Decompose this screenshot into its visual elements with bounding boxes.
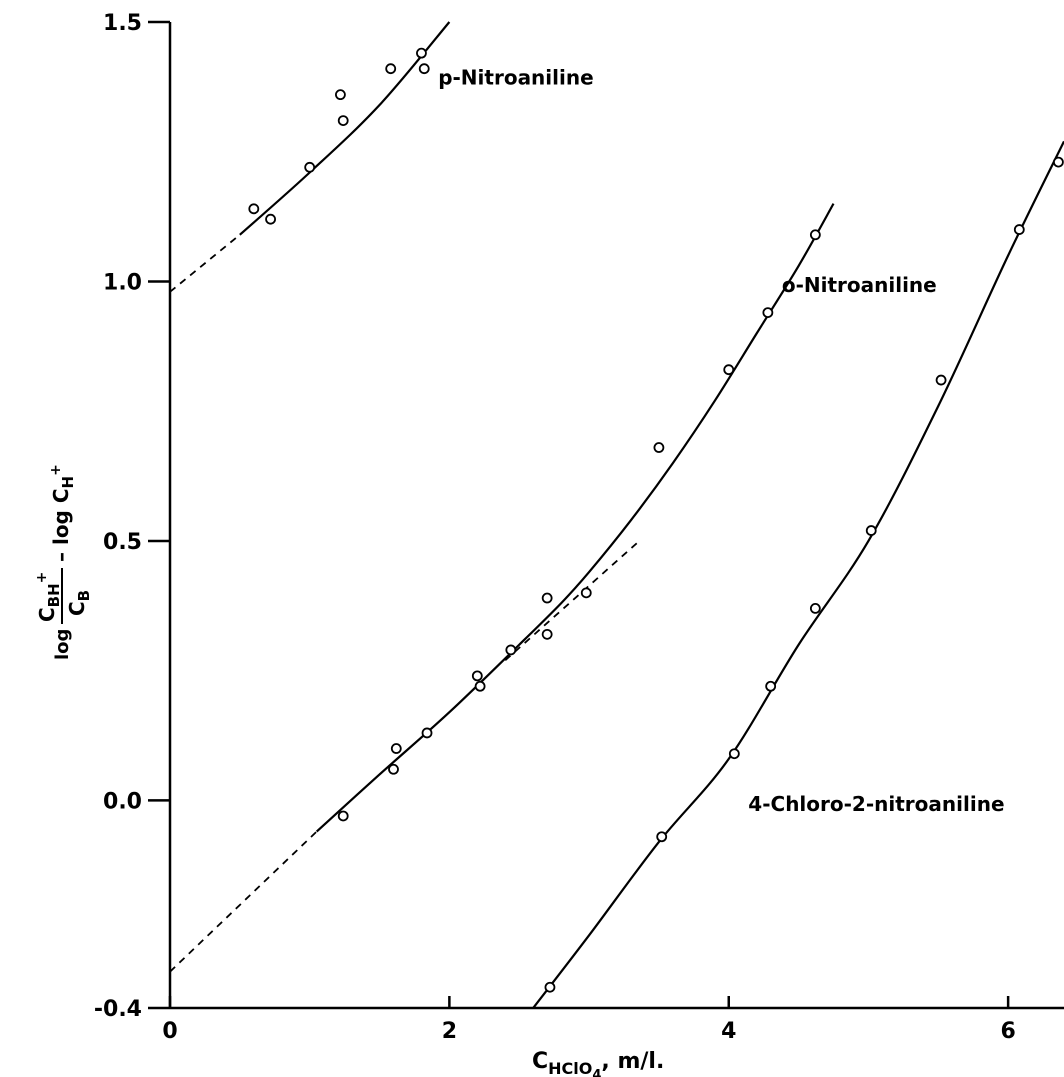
data-point [541,628,553,640]
data-point [544,981,556,993]
fit-curve-1 [315,203,835,833]
data-point [385,63,397,75]
tick-labels: 0 2 4 6 -0.4 0.0 0.5 1.0 1.5 [94,11,1016,1044]
y-axis-label: log CBH+ CB – log CH+ [34,464,93,660]
y-tick-label: 1.0 [103,270,142,295]
data-point [653,442,665,453]
y-tick-label: 0.0 [103,789,142,814]
data-point [809,229,821,241]
points [248,47,1064,993]
series-label: 4-Chloro-2-nitroaniline [748,792,1004,816]
series-labels: p-Nitroaniline o-Nitroaniline 4-Chloro-2-n… [438,65,1004,816]
x-axis-label: CHClO4, m/l. [532,1049,664,1077]
data-point [335,89,346,101]
x-label-main: C [532,1049,548,1074]
series-label: p-Nitroaniline [438,65,593,89]
data-point [809,603,821,614]
x-label-subscript: HClO [548,1059,592,1077]
data-point [765,680,777,692]
data-point [505,644,517,656]
ticks [148,20,1010,1010]
x-tick-label: 6 [1000,1019,1015,1044]
extrapolation-line-0 [169,234,241,293]
y-tick-label: -0.4 [94,997,142,1022]
x-label-suffix: , m/l. [601,1049,664,1074]
y-label-lead: log [52,629,73,660]
y-tick-label: 0.5 [103,530,142,555]
data-point [388,763,399,775]
fit-curve-2 [532,140,1064,1009]
data-point [541,592,553,604]
slope-extension-line-1 [504,540,640,661]
y-label-tail: – log CH+ [48,464,77,562]
data-point [471,670,483,682]
axes [168,22,1064,1010]
curves [169,21,1064,1009]
data-point [304,161,316,173]
y-label-numerator: CBH+ [34,572,63,622]
data-point [416,47,427,59]
data-point [1053,156,1064,168]
x-tick-label: 0 [162,1019,177,1044]
data-point [580,587,592,599]
data-point [1013,224,1025,235]
extrapolation-line-1 [169,830,318,973]
data-point [421,727,433,739]
data-point [265,213,276,225]
data-point [656,831,668,843]
data-point [762,307,774,319]
data-point [248,203,260,215]
data-point [728,748,740,760]
data-point [723,364,735,376]
data-point [865,525,877,536]
data-point [935,374,947,386]
data-point [337,810,349,822]
x-tick-label: 4 [721,1019,736,1044]
data-point [390,743,402,754]
data-point [474,680,486,692]
data-point [337,115,349,126]
series-label: o-Nitroaniline [782,273,937,297]
data-point [418,63,430,75]
x-label-sub-subscript: 4 [592,1068,601,1077]
y-label-denominator: CB [65,590,93,616]
y-tick-label: 1.5 [103,11,142,36]
x-tick-label: 2 [442,1019,457,1044]
